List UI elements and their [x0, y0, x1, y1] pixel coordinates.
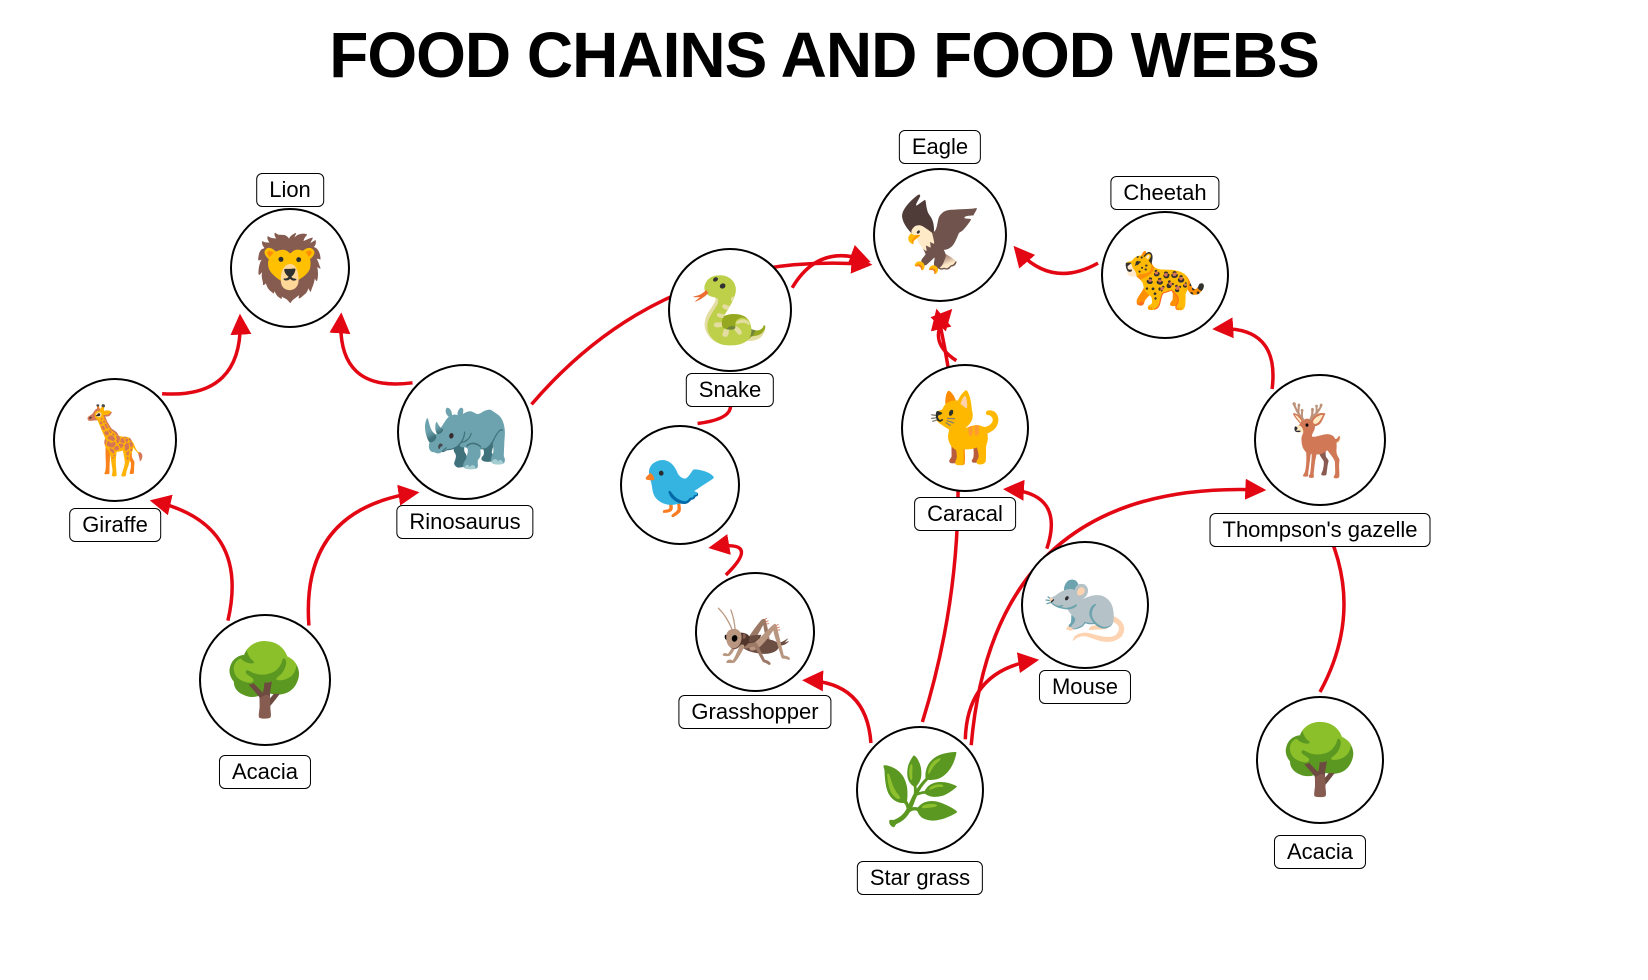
- mouse-icon: 🐀: [1043, 571, 1128, 639]
- stargrass-icon: 🌿: [878, 756, 963, 824]
- label-mouse: Mouse: [1039, 670, 1131, 704]
- label-grasshopper: Grasshopper: [678, 695, 831, 729]
- label-stargrass: Star grass: [857, 861, 983, 895]
- node-caracal: 🐈: [901, 364, 1029, 492]
- snake-icon: 🐍: [689, 277, 771, 343]
- node-lion: 🦁: [230, 208, 350, 328]
- edge-giraffe-to-lion: [162, 317, 240, 394]
- label-acacia1: Acacia: [219, 755, 311, 789]
- node-snake: 🐍: [668, 248, 792, 372]
- label-giraffe: Giraffe: [69, 508, 161, 542]
- label-rinosaurus: Rinosaurus: [396, 505, 533, 539]
- label-caracal: Caracal: [914, 497, 1016, 531]
- acacia1-icon: 🌳: [221, 645, 308, 715]
- lion-icon: 🦁: [250, 236, 330, 300]
- grasshopper-icon: 🦗: [715, 600, 795, 664]
- label-snake: Snake: [686, 373, 774, 407]
- node-acacia1: 🌳: [199, 614, 331, 746]
- edge-gazelle-to-cheetah: [1216, 329, 1273, 389]
- acacia2-icon: 🌳: [1278, 726, 1363, 794]
- food-web-diagram: { "title": { "text": "FOOD CHAINS AND FO…: [0, 0, 1648, 980]
- caracal-icon: 🐈: [923, 394, 1008, 462]
- rinosaurus-icon: 🦏: [420, 396, 511, 469]
- node-eagle: 🦅: [873, 168, 1007, 302]
- label-cheetah: Cheetah: [1110, 176, 1219, 210]
- giraffe-icon: 🦒: [74, 407, 156, 473]
- edge-acacia1-to-giraffe: [153, 501, 232, 620]
- eagle-icon: 🦅: [895, 199, 985, 271]
- node-acacia2: 🌳: [1256, 696, 1384, 824]
- node-giraffe: 🦒: [53, 378, 177, 502]
- node-stargrass: 🌿: [856, 726, 984, 854]
- label-acacia2: Acacia: [1274, 835, 1366, 869]
- edge-rinosaurus-to-lion: [341, 316, 413, 384]
- edge-cheetah-to-eagle: [1016, 249, 1098, 274]
- bird-icon: 🐦: [640, 453, 720, 517]
- node-gazelle: 🦌: [1254, 374, 1386, 506]
- cheetah-icon: 🐆: [1123, 241, 1208, 309]
- edge-grasshopper-to-bird: [712, 546, 742, 575]
- label-gazelle: Thompson's gazelle: [1210, 513, 1431, 547]
- edge-stargrass-to-mouse: [965, 660, 1035, 739]
- node-rinosaurus: 🦏: [397, 364, 533, 500]
- diagram-title: FOOD CHAINS AND FOOD WEBS: [0, 18, 1648, 92]
- edge-caracal-to-eagle: [938, 311, 956, 360]
- node-cheetah: 🐆: [1101, 211, 1229, 339]
- label-eagle: Eagle: [899, 130, 981, 164]
- node-mouse: 🐀: [1021, 541, 1149, 669]
- node-grasshopper: 🦗: [695, 572, 815, 692]
- gazelle-icon: 🦌: [1276, 405, 1363, 475]
- edges-layer: [0, 0, 1648, 980]
- edge-snake-to-eagle: [792, 256, 867, 288]
- node-bird: 🐦: [620, 425, 740, 545]
- label-lion: Lion: [256, 173, 324, 207]
